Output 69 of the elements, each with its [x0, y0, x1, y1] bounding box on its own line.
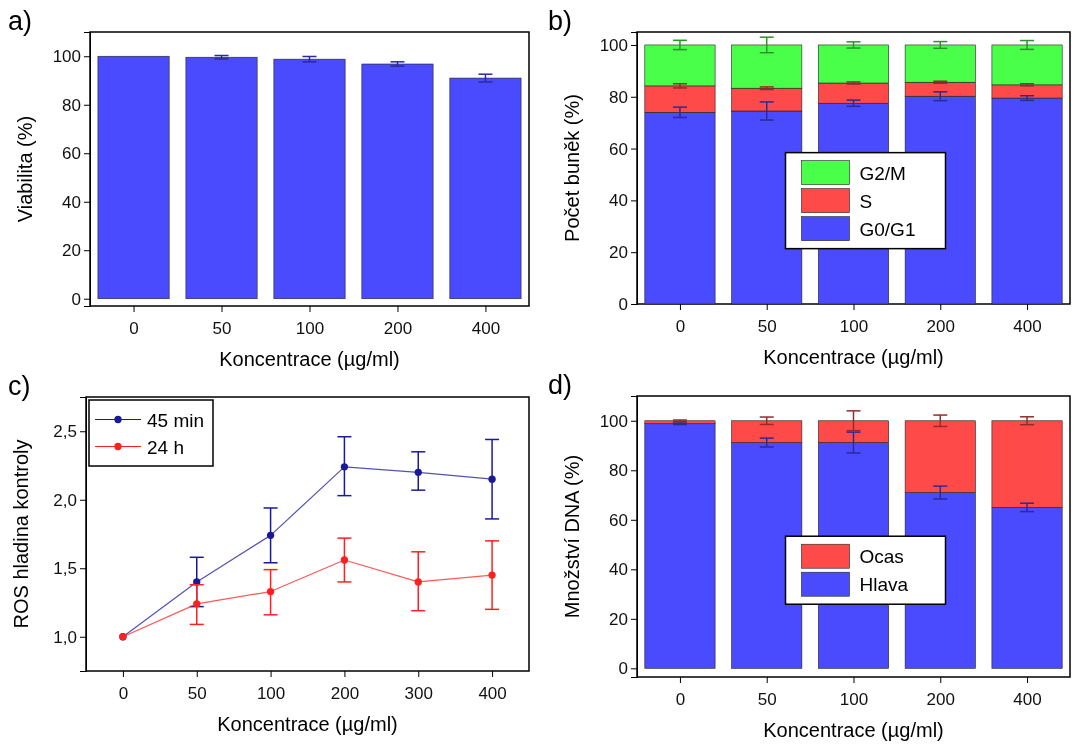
y-tick-label: 40: [62, 192, 81, 212]
y-axis-title: Množství DNA (%): [561, 454, 583, 619]
chart-title: d): [548, 370, 573, 400]
legend-label: 45 min: [147, 409, 205, 431]
y-tick-label: 100: [599, 35, 628, 55]
x-tick-label: 400: [471, 318, 501, 338]
x-tick-label: 0: [675, 689, 686, 709]
y-axis-title: ROS hladina kontroly: [10, 439, 32, 629]
y-tick-label: 40: [609, 560, 628, 580]
legend-label: Ocas: [859, 546, 904, 568]
x-tick-label: 100: [295, 318, 325, 338]
x-tick-label: 50: [757, 316, 777, 336]
point: [266, 587, 275, 596]
y-tick-label: 0: [71, 289, 81, 309]
x-tick-label: 50: [187, 683, 207, 703]
x-axis-title: Koncentrace (µg/ml): [763, 346, 944, 368]
x-tick-label: 50: [757, 689, 777, 709]
x-tick-label: 100: [839, 316, 869, 336]
x-axis-title: Koncentrace (µg/ml): [219, 348, 400, 370]
y-axis-title: Počet buněk (%): [561, 94, 583, 242]
legend-label: G2/M: [859, 162, 906, 184]
y-tick-label: 20: [609, 243, 628, 263]
y-tick-label: 0: [618, 294, 628, 314]
legend-label: S: [859, 190, 873, 212]
x-tick-label: 100: [839, 689, 869, 709]
x-tick-label: 200: [330, 683, 360, 703]
x-tick-label: 0: [675, 316, 686, 336]
y-tick-label: 60: [609, 139, 628, 159]
y-tick-label: 2,0: [53, 490, 77, 510]
x-tick-label: 200: [383, 318, 413, 338]
legend-label: Hlava: [859, 574, 909, 596]
chart-title: a): [8, 6, 33, 36]
x-tick-label: 300: [404, 683, 433, 703]
bar: [97, 55, 170, 300]
y-tick-label: 20: [609, 609, 628, 629]
bar: [361, 63, 434, 300]
y-tick-label: 20: [62, 241, 81, 261]
x-tick-label: 400: [1013, 316, 1042, 336]
y-tick-label: 60: [62, 144, 81, 164]
x-tick-label: 200: [926, 316, 955, 336]
bar: [449, 77, 522, 300]
y-tick-label: 80: [62, 95, 81, 115]
chart-title: b): [548, 6, 573, 36]
y-tick-label: 2,5: [53, 422, 77, 442]
x-tick-label: 100: [256, 683, 286, 703]
bar: [185, 56, 258, 300]
y-tick-label: 1,5: [53, 559, 77, 579]
x-tick-label: 200: [926, 689, 955, 709]
y-tick-label: 1,0: [53, 627, 77, 647]
y-tick-label: 80: [609, 87, 628, 107]
y-tick-label: 0: [618, 659, 628, 679]
bar: [273, 58, 346, 300]
x-axis-title: Koncentrace (µg/ml): [217, 713, 398, 735]
x-tick-label: 0: [118, 683, 129, 703]
x-tick-label: 0: [129, 318, 139, 338]
x-tick-label: 50: [212, 318, 232, 338]
y-tick-label: 60: [609, 510, 628, 530]
x-axis-title: Koncentrace (µg/ml): [763, 719, 944, 741]
y-tick-label: 100: [599, 411, 628, 431]
y-axis-title: Viabilita (%): [14, 115, 36, 223]
legend-label: 24 h: [147, 436, 184, 458]
y-tick-label: 100: [52, 47, 81, 67]
x-tick-label: 400: [1013, 689, 1042, 709]
bar: [644, 423, 716, 669]
y-tick-label: 80: [609, 461, 628, 481]
x-tick-label: 400: [478, 683, 507, 703]
chart-title: c): [8, 371, 31, 401]
y-tick-label: 40: [609, 191, 628, 211]
legend-label: G0/G1: [859, 218, 916, 240]
